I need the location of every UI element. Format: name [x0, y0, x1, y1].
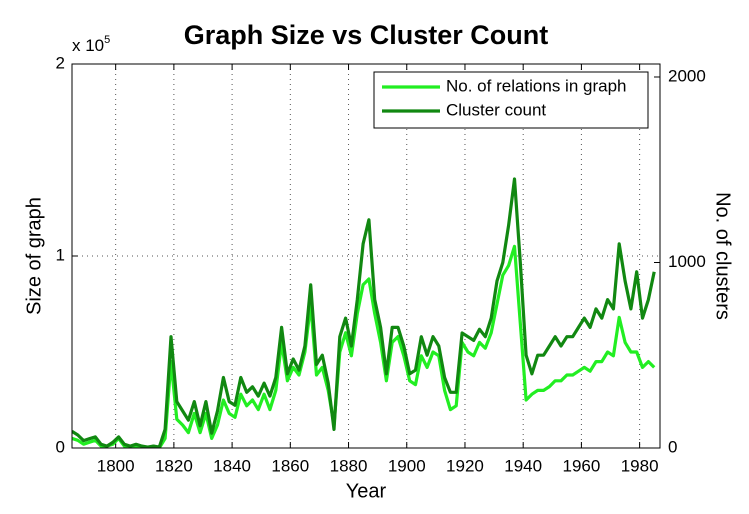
- y2-axis-label: No. of clusters: [712, 192, 734, 320]
- series-line: [72, 177, 656, 448]
- legend: No. of relations in graph Cluster count: [373, 71, 649, 129]
- x-tick-label: 1840: [213, 456, 251, 475]
- x-tick-label: 1960: [562, 456, 600, 475]
- y2-tick-label: 1000: [668, 252, 706, 271]
- x-tick-label: 1880: [330, 456, 368, 475]
- x-axis-label: Year: [346, 480, 387, 502]
- legend-box: [373, 71, 649, 129]
- series-line: [72, 244, 656, 448]
- y2-tick-label: 0: [668, 437, 677, 456]
- y-tick-label: 2: [56, 53, 65, 72]
- legend-label: Cluster count: [446, 100, 546, 119]
- y2-tick-label: 2000: [668, 66, 706, 85]
- plot-frame: [71, 63, 661, 449]
- x-tick-label: 1980: [621, 456, 659, 475]
- y-multiplier: x 105: [72, 34, 110, 56]
- multiplier-exponent: 5: [104, 34, 110, 46]
- x-tick-label: 1920: [446, 456, 484, 475]
- x-tick-label: 1860: [271, 456, 309, 475]
- y-tick-label: 1: [56, 245, 65, 264]
- x-tick-label: 1900: [388, 456, 426, 475]
- chart-title: Graph Size vs Cluster Count: [184, 20, 549, 50]
- x-tick-label: 1820: [155, 456, 193, 475]
- y-axis-label: Size of graph: [23, 197, 45, 315]
- x-tick-label: 1940: [504, 456, 542, 475]
- multiplier-base: x 10: [72, 36, 104, 55]
- legend-label: No. of relations in graph: [446, 76, 627, 95]
- x-tick-label: 1800: [97, 456, 135, 475]
- y-tick-label: 0: [56, 437, 65, 456]
